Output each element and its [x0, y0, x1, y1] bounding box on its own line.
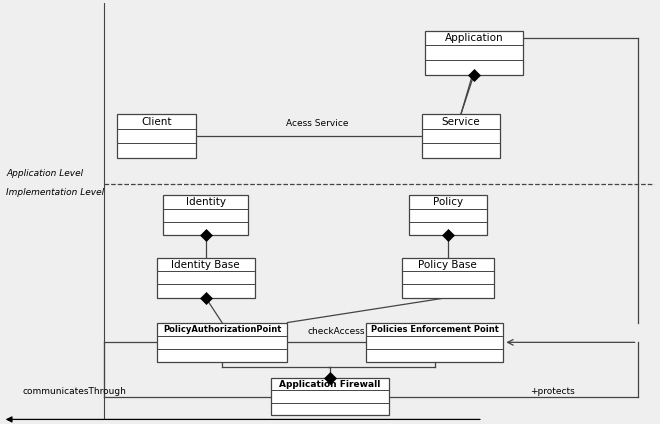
Text: Application Level: Application Level — [6, 169, 83, 178]
Text: Identity Base: Identity Base — [172, 259, 240, 270]
Text: Policy: Policy — [433, 197, 463, 207]
Text: Application Firewall: Application Firewall — [279, 379, 381, 388]
Text: Policy Base: Policy Base — [418, 259, 477, 270]
Text: +protects: +protects — [530, 387, 575, 396]
Bar — [402, 258, 494, 298]
Bar — [156, 323, 288, 362]
Bar — [409, 195, 487, 235]
Bar — [156, 258, 255, 298]
Text: Application: Application — [445, 33, 504, 43]
Bar — [117, 114, 196, 158]
Text: Client: Client — [141, 117, 172, 126]
Text: Identity: Identity — [185, 197, 226, 207]
Bar — [422, 114, 500, 158]
Bar — [163, 195, 248, 235]
Text: Acess Service: Acess Service — [286, 119, 348, 128]
Text: checkAccess: checkAccess — [308, 327, 365, 336]
Text: Policies Enforcement Point: Policies Enforcement Point — [371, 325, 499, 334]
Text: communicatesThrough: communicatesThrough — [23, 387, 127, 396]
Bar — [366, 323, 504, 362]
Text: Implementation Level: Implementation Level — [6, 188, 104, 197]
Text: Service: Service — [442, 117, 480, 126]
Bar — [425, 31, 523, 75]
Text: PolicyAuthorizationPoint: PolicyAuthorizationPoint — [163, 325, 281, 334]
Bar — [271, 378, 389, 415]
